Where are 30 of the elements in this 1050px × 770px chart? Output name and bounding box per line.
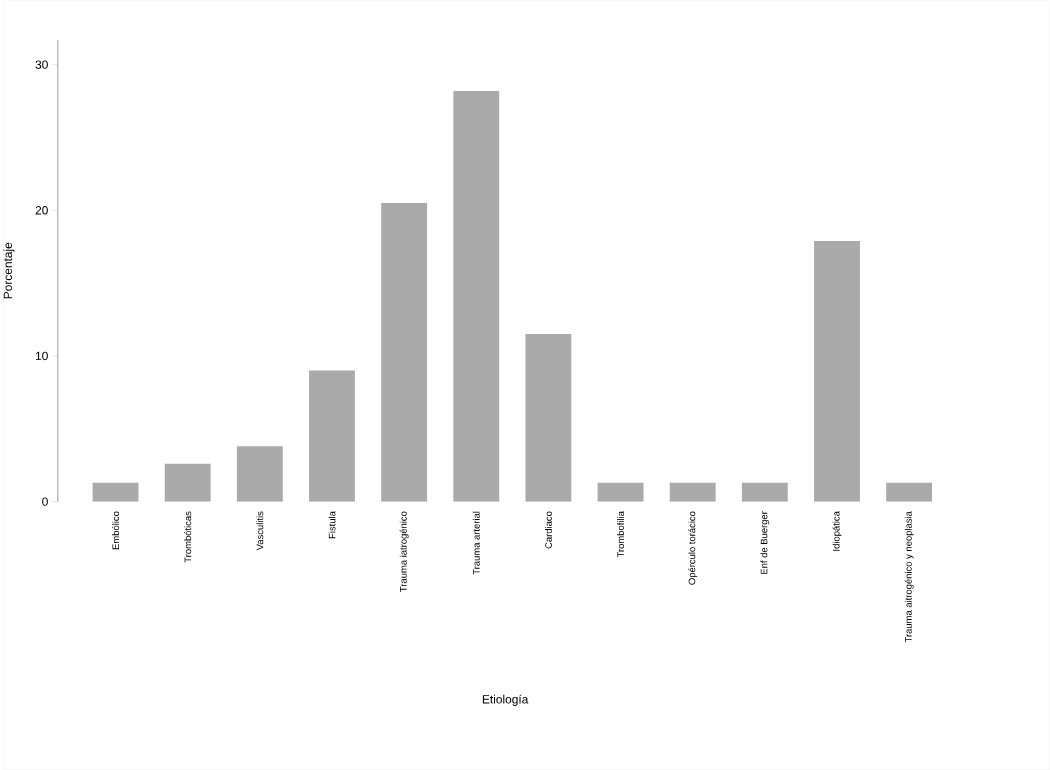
x-tick-label: Vasculitis xyxy=(256,511,264,551)
bar xyxy=(164,463,211,502)
bar xyxy=(92,482,139,502)
x-tick-label: Idiopática xyxy=(832,511,842,551)
x-tick-label: Trauma aitrogénico y neoplasia xyxy=(904,511,914,643)
x-tick-label: Trauma arterial xyxy=(472,511,480,575)
bar xyxy=(669,482,716,502)
x-tick-label: Enf de Buerger xyxy=(760,511,770,574)
bar xyxy=(525,334,572,502)
bar xyxy=(886,482,933,502)
bar xyxy=(309,370,355,502)
x-tick-label: Embólico xyxy=(112,511,120,550)
bar xyxy=(381,203,428,502)
y-tick-label: 20 xyxy=(35,206,48,215)
x-tick-label: Opérculo torácico xyxy=(688,511,698,585)
bar xyxy=(453,90,500,502)
bar xyxy=(597,482,644,502)
x-tick-label: Cardiaco xyxy=(544,511,552,549)
x-tick-label: Trauma iatrogénico xyxy=(399,511,409,592)
y-axis-title: Porcentaje xyxy=(3,242,15,299)
x-tick-label: Fistula xyxy=(328,511,336,539)
x-tick-label: Trombóticas xyxy=(184,511,192,563)
x-tick-label: Trombofilia xyxy=(617,511,625,558)
bar xyxy=(741,482,788,502)
bar xyxy=(236,446,283,502)
y-tick-label: 0 xyxy=(42,497,48,506)
x-axis-title: Etiología xyxy=(482,694,529,706)
y-tick-label: 10 xyxy=(35,351,48,361)
y-tick-label: 30 xyxy=(35,60,48,69)
bar xyxy=(814,240,860,502)
